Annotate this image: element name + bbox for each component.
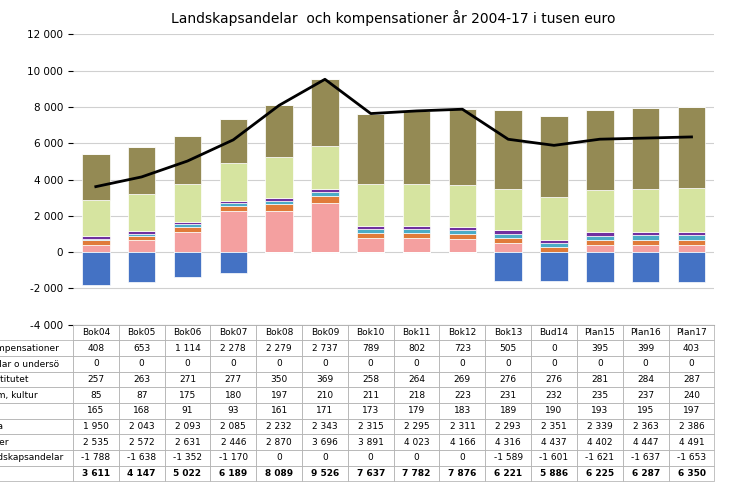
Bar [678,189,705,232]
Bar [265,198,293,201]
Bar [678,232,705,235]
Bar [494,234,522,238]
Bar [128,194,155,231]
Bar [403,233,430,238]
Bar [82,245,109,252]
Bar [357,238,384,252]
Bar [632,236,660,240]
Bar [128,147,155,194]
Bar [678,240,705,245]
Title: Landskapsandelar  och kompensationer år 2004-17 i tusen euro: Landskapsandelar och kompensationer år 2… [171,10,616,26]
Bar [357,229,384,233]
Bar [174,224,201,227]
Bar [632,109,660,189]
Bar [174,222,201,224]
Bar [357,113,384,184]
Bar [540,247,568,252]
Bar [265,204,293,211]
Bar [174,232,201,252]
Bar [128,231,155,234]
Bar [128,240,155,252]
Bar [128,236,155,240]
Bar [174,252,201,277]
Bar [82,252,109,285]
Bar [448,185,476,227]
Bar [448,230,476,234]
Bar [448,234,476,239]
Bar [82,200,109,236]
Bar [265,211,293,252]
Bar [586,240,614,245]
Bar [311,146,339,189]
Bar [494,238,522,243]
Bar [494,110,522,189]
Bar [540,197,568,240]
Bar [494,243,522,252]
Bar [219,201,247,203]
Bar [403,238,430,252]
Bar [219,252,247,273]
Bar [586,245,614,252]
Bar [174,184,201,222]
Bar [678,245,705,252]
Bar [448,109,476,185]
Bar [311,79,339,146]
Bar [219,163,247,201]
Bar [82,154,109,200]
Bar [403,184,430,226]
Bar [265,106,293,158]
Bar [128,234,155,236]
Bar [403,229,430,233]
Bar [632,240,660,245]
Bar [82,240,109,245]
Bar [403,111,430,184]
Bar [265,158,293,198]
Bar [586,232,614,236]
Bar [174,227,201,232]
Bar [678,235,705,240]
Bar [219,211,247,252]
Bar [678,252,705,282]
Bar [494,252,522,281]
Bar [586,252,614,282]
Bar [540,240,568,243]
Bar [678,107,705,189]
Bar [540,116,568,197]
Bar [448,227,476,230]
Bar [632,189,660,232]
Bar [265,201,293,204]
Bar [357,233,384,238]
Bar [219,203,247,206]
Bar [82,239,109,240]
Bar [357,184,384,226]
Bar [311,192,339,196]
Bar [403,226,430,229]
Bar [494,189,522,230]
Bar [540,252,568,281]
Bar [311,189,339,192]
Bar [219,119,247,163]
Bar [311,202,339,252]
Bar [632,252,660,282]
Bar [586,110,614,190]
Bar [174,136,201,184]
Bar [219,206,247,211]
Bar [494,230,522,234]
Bar [586,190,614,232]
Bar [632,245,660,252]
Bar [632,232,660,236]
Bar [311,196,339,202]
Bar [540,243,568,247]
Bar [448,239,476,252]
Bar [82,236,109,239]
Bar [128,252,155,282]
Bar [586,236,614,240]
Bar [357,226,384,229]
